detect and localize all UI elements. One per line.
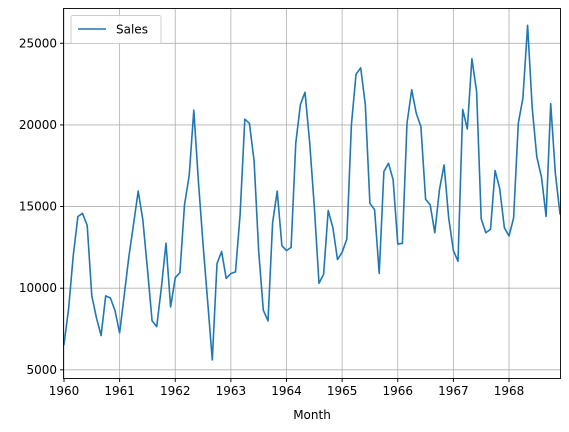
- y-axis-ticks: 5000 10000 15000 20000 25000: [19, 36, 64, 377]
- y-tick-label: 5000: [26, 363, 57, 377]
- y-tick-label: 25000: [19, 36, 57, 50]
- x-tick-label: 1963: [216, 384, 247, 398]
- plot-frame: [63, 8, 561, 379]
- x-tick-label: 1967: [438, 384, 469, 398]
- sales-series-line: [63, 24, 561, 361]
- x-tick-label: 1962: [160, 384, 191, 398]
- x-tick-label: 1961: [104, 384, 135, 398]
- legend-box: [70, 15, 162, 44]
- x-tick-label: 1965: [327, 384, 358, 398]
- y-tick-label: 15000: [19, 200, 57, 214]
- y-tick-label: 20000: [19, 118, 57, 132]
- x-tick-label: 1968: [494, 384, 525, 398]
- y-tick-label: 10000: [19, 281, 57, 295]
- x-tick-label: 1964: [271, 384, 302, 398]
- legend: Sales: [70, 15, 162, 44]
- x-axis-ticks: 1960 1961 1962 1963 1964 1965 1966 1967 1968: [49, 378, 525, 398]
- legend-entry-sales: Sales: [116, 23, 148, 37]
- x-tick-label: 1960: [49, 384, 80, 398]
- x-axis-label: Month: [293, 408, 331, 422]
- x-tick-label: 1966: [382, 384, 413, 398]
